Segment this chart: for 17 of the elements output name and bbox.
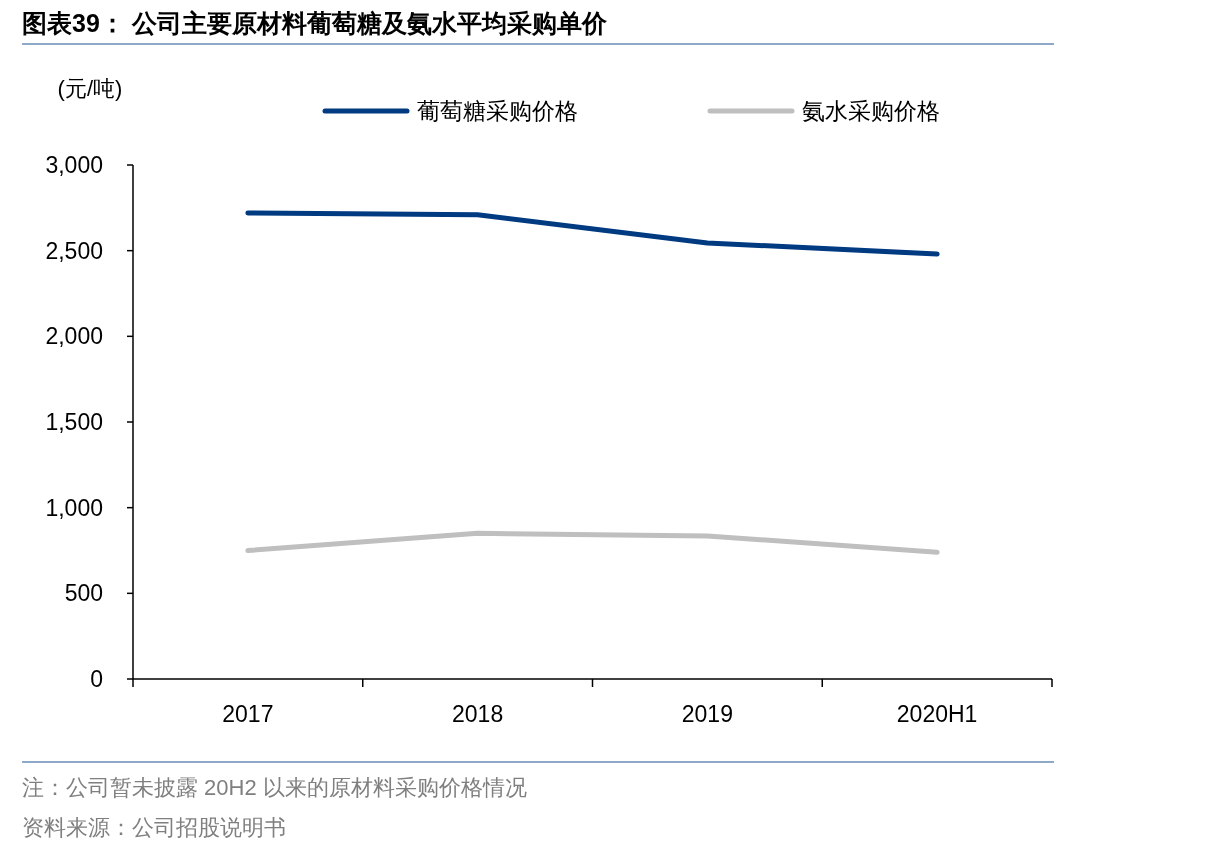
text: 资料来源：公司招股说明书 xyxy=(22,815,286,840)
text: 注：公司暂未披露 20H2 以来的原材料采购价格情况 xyxy=(22,775,527,800)
y-tick-label: 1,000 xyxy=(45,494,103,521)
legend-label: 葡萄糖采购价格 xyxy=(417,98,578,124)
y-tick-label: 3,000 xyxy=(45,152,103,178)
x-tick-label: 2019 xyxy=(681,701,733,727)
y-tick-label: 2,000 xyxy=(45,323,103,350)
x-tick-label: 2020H1 xyxy=(896,701,978,727)
y-tick-label: 1,500 xyxy=(45,409,103,435)
x-tick-label: 2018 xyxy=(452,701,504,727)
chart-title: 图表39： 公司主要原材料葡萄糖及氨水平均采购单价 xyxy=(22,9,608,37)
y-tick-label: 2,500 xyxy=(45,237,103,264)
y-tick-label: 500 xyxy=(64,580,103,607)
legend-label: 氨水采购价格 xyxy=(802,98,940,124)
x-tick-label: 2017 xyxy=(222,701,274,727)
y-tick-label: 0 xyxy=(90,666,103,692)
y-axis-title: (元/吨) xyxy=(57,76,123,101)
